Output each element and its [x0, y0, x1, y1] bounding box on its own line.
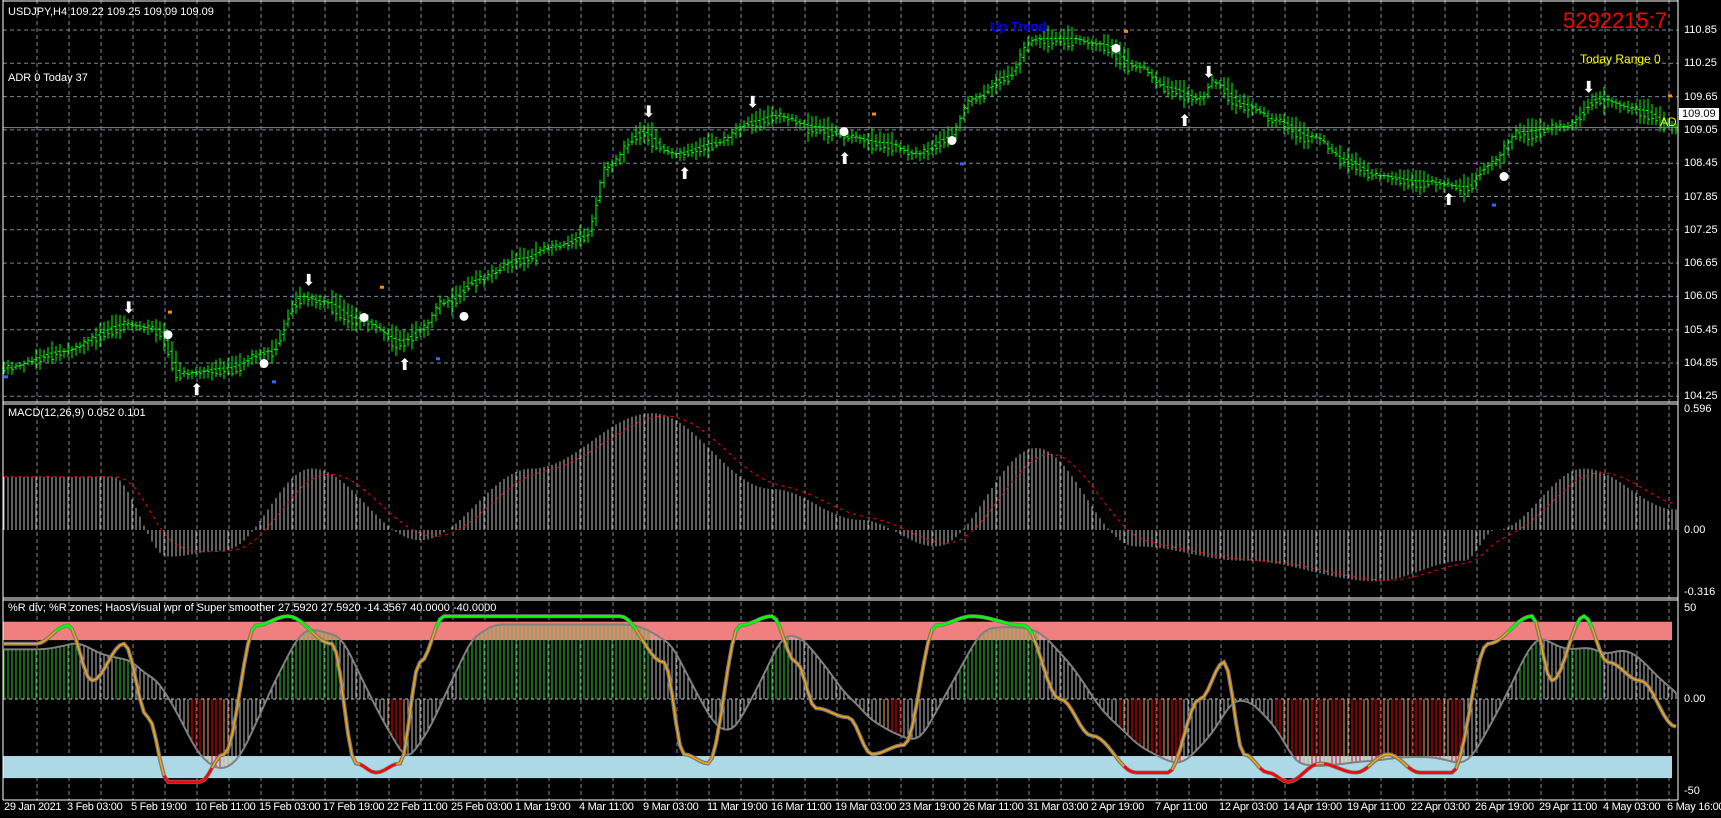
signal-dot — [163, 330, 173, 340]
window-frames — [2, 0, 1679, 801]
macd-axis-top: 0.596 — [1684, 403, 1712, 415]
signal-dot — [259, 359, 269, 369]
time-tick-label: 9 Mar 03:00 — [643, 801, 699, 813]
time-tick-label: 29 Jan 2021 — [4, 801, 62, 813]
wpr-axis-zero: 0.00 — [1684, 693, 1706, 705]
trend-label: Up Trend — [990, 19, 1047, 34]
time-tick-label: 26 Apr 19:00 — [1475, 801, 1534, 813]
price-tick-label: 107.25 — [1684, 223, 1718, 236]
today-range: Today Range 0 — [1580, 52, 1661, 66]
price-tick-label: 104.25 — [1684, 390, 1718, 403]
time-tick-label: 31 Mar 03:00 — [1027, 801, 1089, 813]
price-tick-label: 106.05 — [1684, 290, 1718, 303]
wpr-zone-highlight — [55, 624, 73, 633]
signal-dot — [1111, 43, 1121, 53]
wpr-window[interactable] — [3, 613, 1677, 784]
arrow-down-icon: ⬇ — [1582, 80, 1595, 97]
wpr-zone-highlight — [162, 767, 214, 784]
time-tick-label: 12 Apr 03:00 — [1219, 801, 1278, 813]
time-tick-label: 6 May 16:00 — [1667, 801, 1721, 813]
time-tick-label: 4 Mar 11:00 — [579, 801, 634, 813]
wpr-zone-highlight — [1507, 614, 1538, 633]
price-tick-label: 108.45 — [1684, 157, 1718, 170]
time-tick-label: 16 Mar 11:00 — [771, 801, 832, 813]
signal-dot — [359, 312, 369, 322]
arrow-up-icon: ⬆ — [398, 357, 411, 374]
wpr-zone-highlight — [1259, 762, 1317, 784]
current-price-box: 109.09 — [1679, 108, 1719, 120]
price-tick-label: 105.45 — [1684, 323, 1718, 336]
wpr-zone-highlight — [1323, 762, 1369, 774]
time-tick-label: 19 Apr 11:00 — [1347, 801, 1405, 813]
arrow-up-icon: ⬆ — [1442, 192, 1455, 209]
wpr-zone-highlight — [1574, 614, 1594, 629]
time-tick-label: 5 Feb 19:00 — [131, 801, 187, 813]
price-window[interactable]: ⬇ ⬇ ⬇ ⬇ ⬇ ⬇ ⬆ ⬆ ⬆ ⬆ ⬆ ⬆ — [2, 25, 1678, 399]
time-tick-label: 17 Feb 19:00 — [323, 801, 385, 813]
macd-label: MACD(12,26,9) 0.052 0.101 — [8, 407, 146, 419]
time-tick-label: 15 Feb 03:00 — [259, 801, 321, 813]
price-tick-label: 106.65 — [1684, 257, 1718, 270]
time-tick-label: 11 Mar 19:00 — [707, 801, 768, 813]
time-tick-label: 22 Feb 11:00 — [387, 801, 448, 813]
grid — [3, 0, 1678, 800]
time-tick-label: 3 Feb 03:00 — [67, 801, 123, 813]
wpr-axis-top: 50 — [1684, 602, 1697, 614]
symbol-info: USDJPY,H4 109.22 109.25 109.09 109.09 — [8, 6, 214, 18]
macd-window[interactable] — [3, 413, 1677, 582]
arrow-up-icon: ⬆ — [1178, 113, 1191, 130]
time-tick-label: 1 Mar 19:00 — [515, 801, 571, 813]
counter-readout: 5292215:7 — [1563, 8, 1667, 33]
price-tick-label: 110.25 — [1684, 57, 1717, 70]
price-tick-label: 109.65 — [1684, 90, 1718, 103]
arrow-down-icon: ⬇ — [1202, 64, 1215, 81]
price-tick-label: 110.85 — [1684, 24, 1717, 36]
arrow-down-icon: ⬇ — [122, 300, 135, 317]
wpr-zone-highlight — [251, 614, 313, 633]
signal-dot — [1499, 172, 1509, 182]
macd-axis-bottom: -0.316 — [1684, 586, 1716, 598]
time-tick-label: 4 May 03:00 — [1603, 801, 1661, 813]
time-tick-label: 29 Apr 11:00 — [1539, 801, 1597, 813]
time-tick-label: 2 Apr 19:00 — [1091, 801, 1144, 813]
time-tick-label: 26 Mar 11:00 — [963, 801, 1024, 813]
time-tick-label: 25 Feb 03:00 — [451, 801, 513, 813]
price-tick-label: 107.85 — [1684, 190, 1718, 203]
wpr-zone-highlight — [1407, 765, 1457, 774]
time-tick-label: 10 Feb 11:00 — [195, 801, 256, 813]
macd-axis-zero: 0.00 — [1684, 524, 1706, 536]
wpr-zone-highlight — [434, 614, 638, 631]
signal-dot — [839, 127, 849, 137]
time-tick-label: 7 Apr 11:00 — [1155, 801, 1208, 813]
arrow-up-icon: ⬆ — [678, 166, 691, 183]
wpr-label: %R div; %R zones; HaosVisual wpr of Supe… — [8, 602, 497, 614]
signal-dot — [459, 311, 469, 321]
price-tick-label: 109.05 — [1684, 123, 1718, 136]
time-tick-label: 23 Mar 19:00 — [899, 801, 961, 813]
arrow-down-icon: ⬇ — [642, 104, 655, 121]
wpr-axis-bottom: -50 — [1684, 785, 1700, 797]
time-tick-label: 14 Apr 19:00 — [1283, 801, 1342, 813]
upper-zone-band — [3, 621, 1672, 641]
wpr-zone-highlight — [1123, 765, 1173, 774]
arrow-down-icon: ⬇ — [746, 95, 759, 112]
arrow-up-icon: ⬆ — [838, 151, 851, 168]
arrow-up-icon: ⬆ — [190, 382, 203, 399]
signal-dot — [947, 135, 957, 145]
wpr-zone-highlight — [735, 614, 782, 632]
arrow-down-icon: ⬇ — [302, 273, 315, 290]
time-tick-label: 22 Apr 03:00 — [1411, 801, 1470, 813]
adr-info: ADR 0 Today 37 — [8, 72, 88, 84]
lower-zone-band — [3, 756, 1672, 779]
time-tick-label: 19 Mar 03:00 — [835, 801, 897, 813]
macd-signal-line — [4, 415, 1677, 581]
price-tick-label: 104.85 — [1684, 357, 1718, 369]
wpr-zone-highlight — [931, 614, 1034, 635]
ad-tag: AD — [1660, 115, 1677, 129]
wpr-zone-highlight — [359, 762, 397, 774]
